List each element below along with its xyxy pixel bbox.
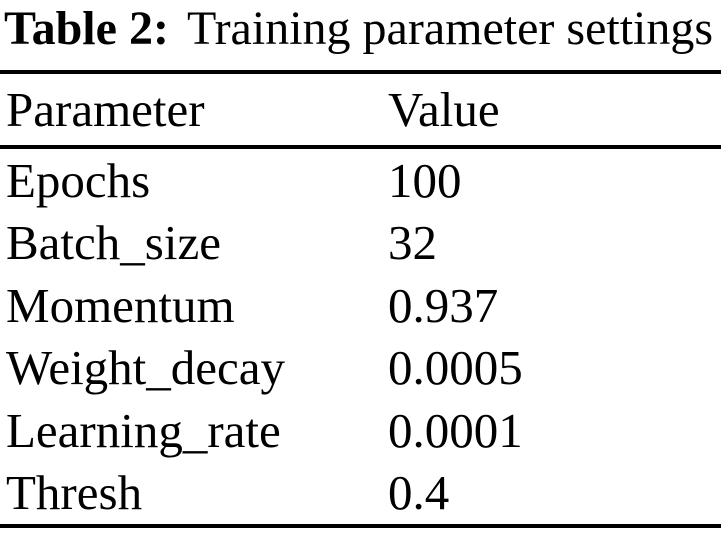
parameter-cell: Epochs — [6, 152, 151, 208]
training-parameters-table: Parameter Value Epochs 100 Batch_size 32… — [0, 70, 721, 528]
column-header-parameter: Parameter — [6, 82, 205, 137]
table-header-row: Parameter Value — [0, 74, 721, 149]
value-cell: 32 — [388, 215, 437, 271]
table-row: Weight_decay 0.0005 — [0, 337, 721, 400]
value-cell: 0.0001 — [388, 402, 523, 458]
column-header-value: Value — [388, 82, 500, 137]
parameter-cell: Thresh — [6, 465, 143, 521]
table-caption-label: Table 2: — [4, 2, 169, 55]
parameter-cell: Momentum — [6, 277, 235, 333]
parameter-cell: Weight_decay — [6, 340, 286, 396]
value-cell: 0.937 — [388, 277, 499, 333]
table-caption: Table 2: Training parameter settings — [0, 0, 721, 70]
table-row: Momentum 0.937 — [0, 274, 721, 337]
value-cell: 0.0005 — [388, 340, 523, 396]
table-row: Thresh 0.4 — [0, 462, 721, 525]
table-row: Learning_rate 0.0001 — [0, 399, 721, 462]
value-cell: 100 — [388, 152, 462, 208]
table-body: Epochs 100 Batch_size 32 Momentum 0.937 … — [0, 149, 721, 524]
table-caption-text: Training parameter settings — [186, 2, 714, 55]
parameter-cell: Learning_rate — [6, 402, 281, 458]
table-row: Epochs 100 — [0, 149, 721, 212]
table-row: Batch_size 32 — [0, 212, 721, 275]
parameter-cell: Batch_size — [6, 215, 221, 271]
value-cell: 0.4 — [388, 465, 450, 521]
